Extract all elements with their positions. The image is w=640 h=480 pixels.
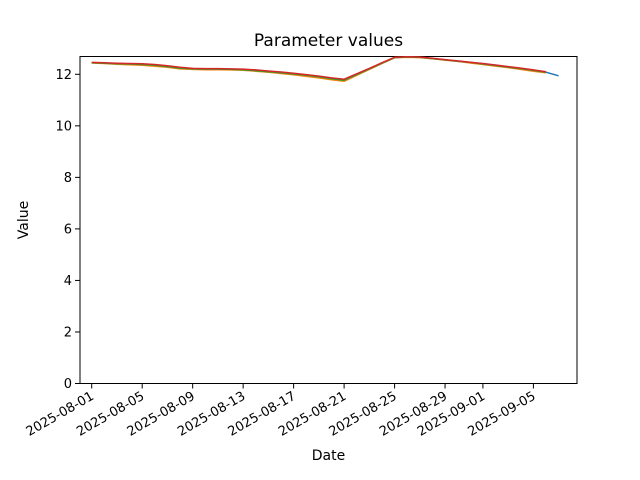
y-tick-label: 8 bbox=[64, 171, 72, 186]
y-tick-label: 12 bbox=[55, 68, 72, 83]
chart-title: Parameter values bbox=[253, 31, 404, 51]
axes-spines bbox=[79, 56, 578, 384]
y-tick-label: 6 bbox=[64, 222, 72, 237]
x-axis-label: Date bbox=[311, 448, 346, 464]
y-tick-label: 2 bbox=[64, 325, 72, 340]
y-tick-label: 4 bbox=[64, 274, 72, 289]
y-tick-label: 0 bbox=[64, 377, 72, 392]
y-tick-label: 10 bbox=[55, 119, 72, 134]
y-axis-label: Value bbox=[16, 200, 32, 240]
line-series-4-red bbox=[91, 56, 547, 80]
